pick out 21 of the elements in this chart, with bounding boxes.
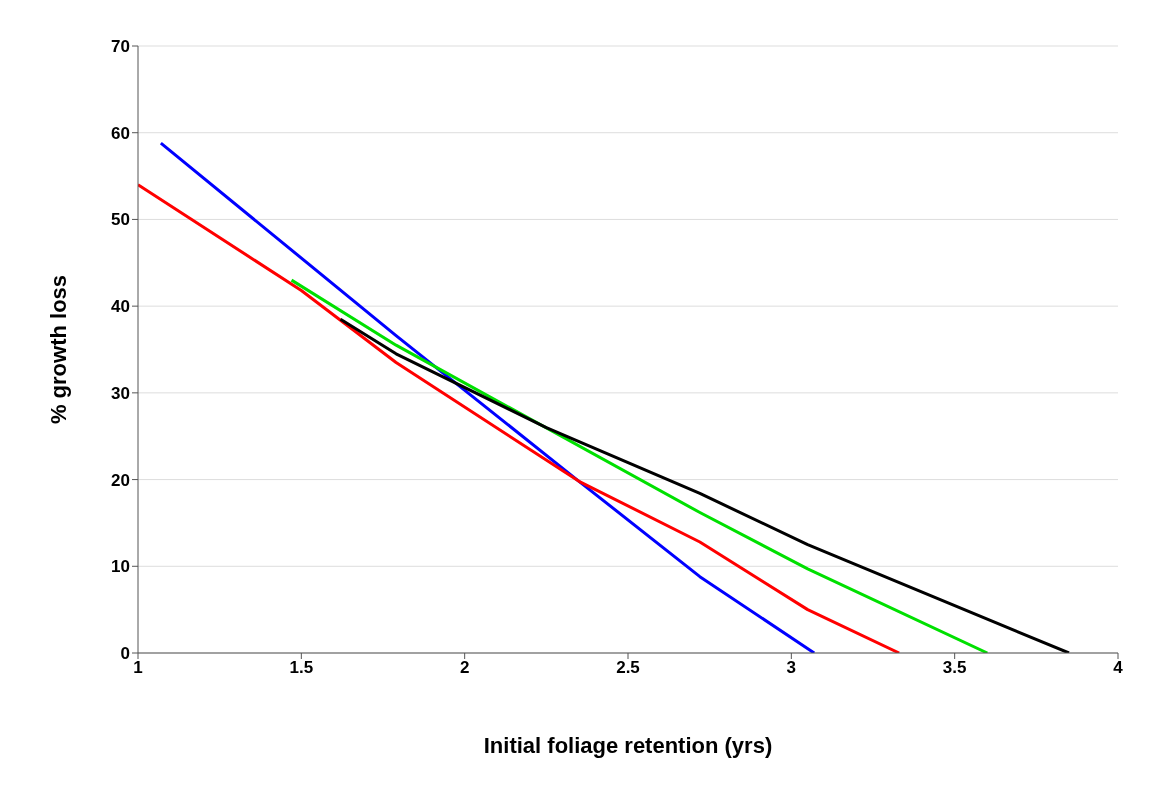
line-series (290, 278, 989, 653)
x-tick-label: 1 (133, 658, 143, 678)
x-axis-title: Initial foliage retention (yrs) (483, 733, 773, 758)
x-tick-label: 4 (1113, 658, 1124, 678)
y-tick-label: 20 (111, 470, 130, 490)
y-tick-label: 0 (120, 644, 130, 664)
x-tick-label: 3.5 (942, 658, 967, 678)
x-tick-label: 1.5 (289, 658, 314, 678)
y-axis-title: % growth loss (45, 274, 71, 425)
y-tick-label: 70 (111, 37, 130, 57)
x-tick-label: 2.5 (616, 658, 640, 678)
line-series (138, 183, 901, 653)
y-tick-label: 10 (111, 557, 130, 577)
y-tick-label: 30 (111, 383, 130, 403)
line-series (339, 317, 1071, 653)
y-tick-label: 40 (111, 297, 130, 317)
y-tick-label: 50 (111, 210, 130, 230)
y-tick-label: 60 (111, 123, 130, 143)
x-tick-label: 3 (786, 658, 797, 678)
line-series (159, 141, 816, 653)
x-tick-label: 2 (459, 658, 470, 678)
